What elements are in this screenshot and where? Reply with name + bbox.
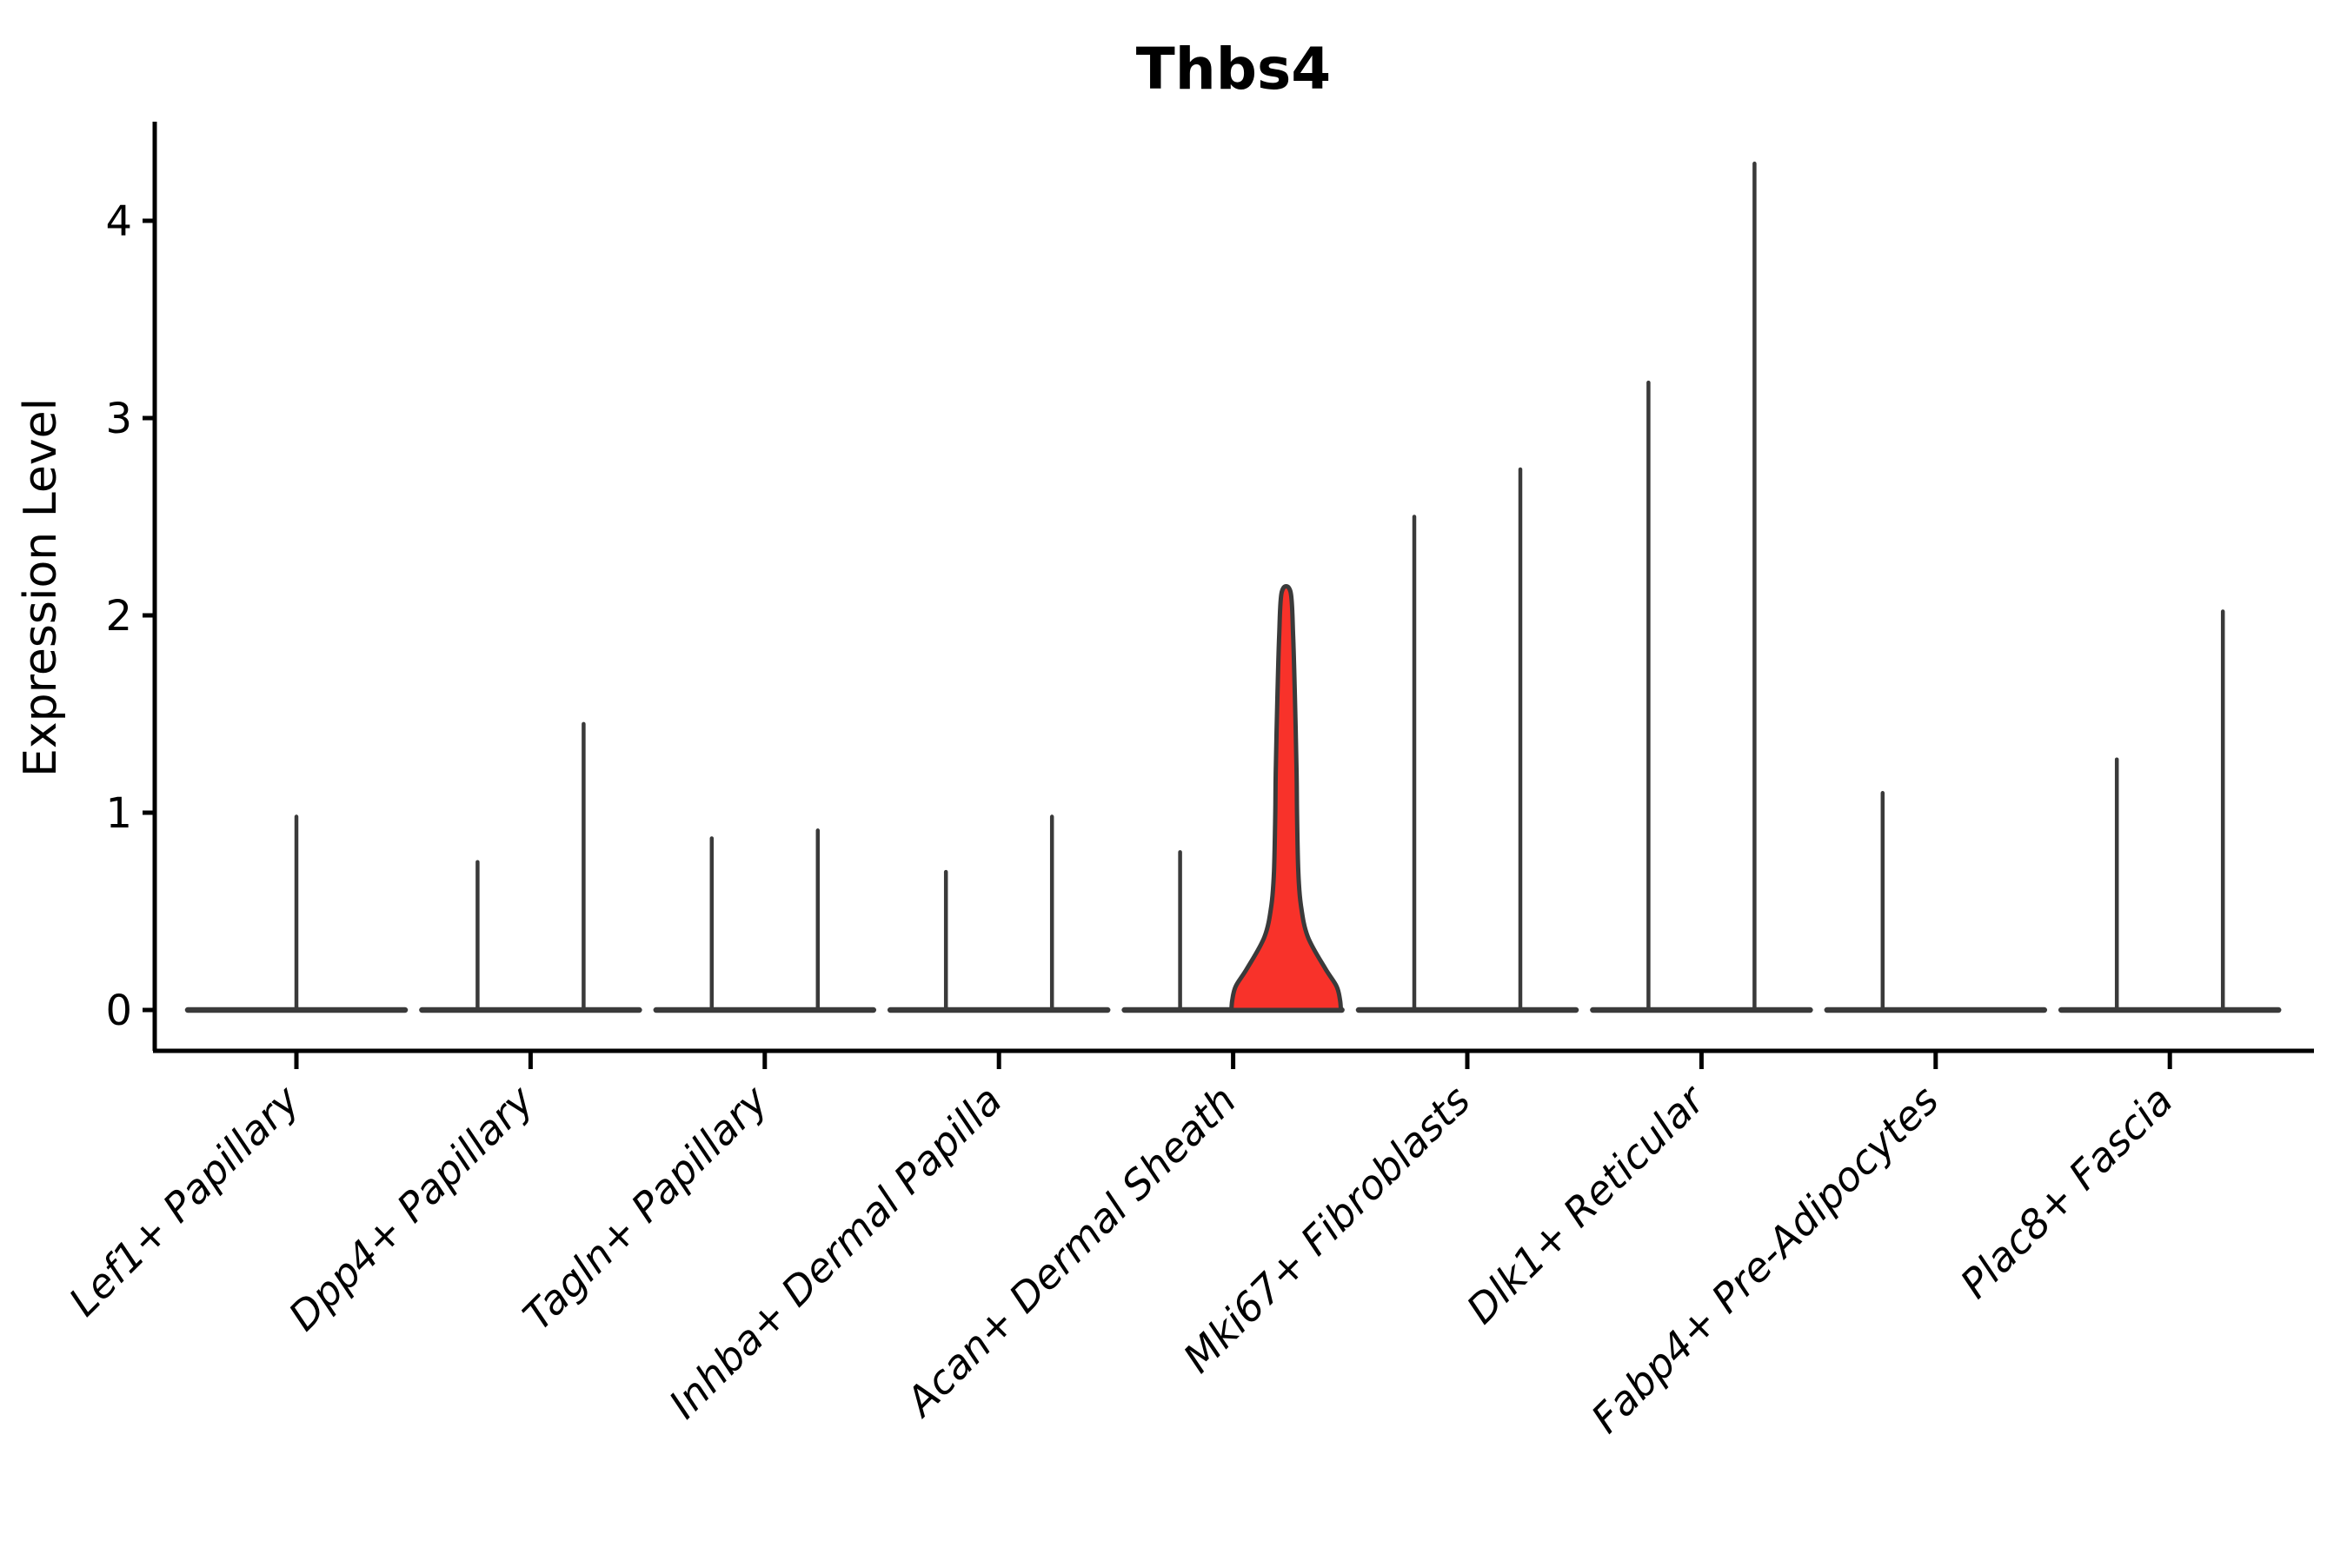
y-tick-label-3: 3 xyxy=(105,395,132,443)
y-tick-label-2: 2 xyxy=(105,592,132,641)
violins-layer xyxy=(184,161,2282,1013)
y-tick-label-1: 1 xyxy=(105,789,132,838)
y-axis-title: Expression Level xyxy=(15,398,67,777)
y-tick-label-0: 0 xyxy=(105,987,132,1035)
plot-title: Thbs4 xyxy=(1136,36,1331,103)
x-tick-label-6: Dlk1+ Reticular xyxy=(1458,1074,1716,1332)
x-tick-label-1: Dpp4+ Papillary xyxy=(280,1076,543,1339)
y-tick-label-4: 4 xyxy=(105,197,132,246)
violin-4-right-highlighted xyxy=(1229,584,1344,1013)
x-tick-label-0: Lef1+ Papillary xyxy=(60,1076,309,1325)
x-tick-label-2: Tagln+ Papillary xyxy=(514,1076,777,1339)
x-tick-label-8: Plac8+ Fascia xyxy=(1951,1077,2182,1307)
